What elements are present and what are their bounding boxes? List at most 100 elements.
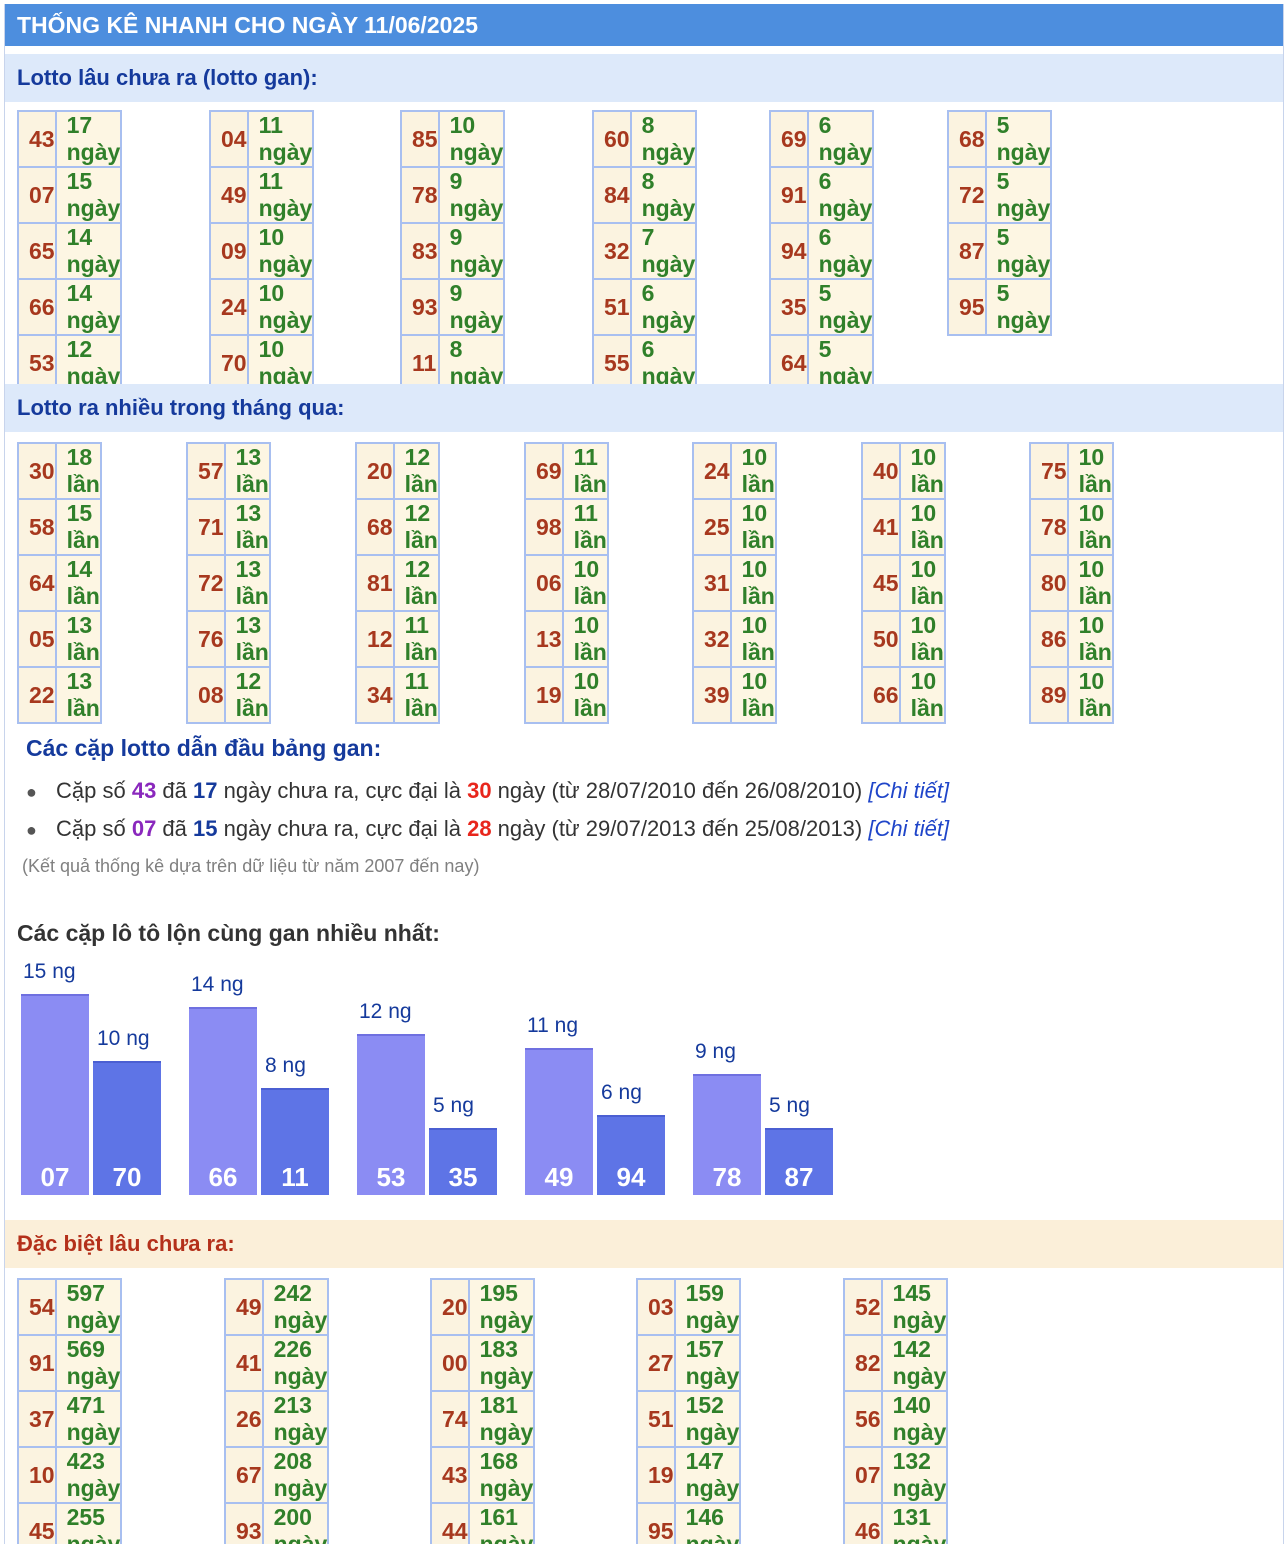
- table-row: 82 142 ngày: [843, 1334, 949, 1392]
- lotto-number: 12: [355, 610, 395, 668]
- bar-number-label: 35: [448, 1162, 478, 1192]
- stat-group: 57 13 lần 71 13 lần 72 13 lần 76 13 lần 08 12 lần: [186, 442, 271, 724]
- stat-group: 69 11 lần 98 11 lần 06 10 lần 13 10 lần 19 10 lần: [524, 442, 609, 724]
- table-row: 66 14 ngày: [17, 278, 123, 336]
- lotto-number: 00: [430, 1334, 470, 1392]
- table-row: 84 8 ngày: [592, 166, 698, 224]
- table-row: 93 9 ngày: [400, 278, 506, 336]
- lotto-count: 18 lần: [54, 442, 102, 500]
- lotto-count: 11 lần: [561, 498, 609, 556]
- lotto-count: 147 ngày: [673, 1446, 742, 1504]
- max-days: 28: [467, 816, 492, 841]
- lotto-count: 10 lần: [1066, 610, 1114, 668]
- table-row: 86 10 lần: [1029, 610, 1114, 668]
- table-row: 44 161 ngày: [430, 1502, 536, 1544]
- lead-text: ngày (từ 28/07/2010 đến 26/08/2010): [491, 778, 869, 803]
- bar-column: 53: [357, 1034, 425, 1195]
- stat-group: 85 10 ngày 78 9 ngày 83 9 ngày 93 9 ngày 11 8 ngà…: [400, 110, 506, 392]
- table-row: 52 145 ngày: [843, 1278, 949, 1336]
- lotto-count: 15 lần: [54, 498, 102, 556]
- pair-bar: 5 ng 35: [429, 1094, 497, 1195]
- lotto-count: 10 lần: [898, 442, 946, 500]
- lotto-number: 95: [636, 1502, 676, 1544]
- table-row: 81 12 lần: [355, 554, 440, 612]
- bar-days-label: 12 ng: [359, 1000, 412, 1023]
- lotto-number: 84: [592, 166, 632, 224]
- lotto-count: 146 ngày: [673, 1502, 742, 1544]
- lead-pair-item: ● Cặp số 43 đã 17 ngày chưa ra, cực đại l…: [26, 775, 949, 813]
- lotto-number: 05: [17, 610, 57, 668]
- table-row: 60 8 ngày: [592, 110, 698, 168]
- table-row: 51 6 ngày: [592, 278, 698, 336]
- pair-bar: 5 ng 87: [765, 1094, 833, 1195]
- lotto-count: 6 ngày: [806, 166, 875, 224]
- pair-bar: 8 ng 11: [261, 1054, 329, 1195]
- table-row: 32 7 ngày: [592, 222, 698, 280]
- table-row: 58 15 lần: [17, 498, 102, 556]
- lotto-number: 68: [355, 498, 395, 556]
- lotto-number: 53: [17, 334, 57, 392]
- lotto-number: 56: [843, 1390, 883, 1448]
- table-row: 53 12 ngày: [17, 334, 123, 392]
- table-row: 10 423 ngày: [17, 1446, 123, 1504]
- bar-days-label: 14 ng: [191, 973, 244, 996]
- bar-number-label: 70: [112, 1162, 142, 1192]
- bar-days-label: 6 ng: [601, 1081, 642, 1104]
- lotto-number: 69: [524, 442, 564, 500]
- pair-bar: 12 ng 53: [357, 1000, 425, 1195]
- lotto-number: 86: [1029, 610, 1069, 668]
- lotto-number: 54: [17, 1278, 57, 1336]
- table-row: 70 10 ngày: [209, 334, 315, 392]
- lotto-count: 11 ngày: [246, 110, 315, 168]
- lead-text: ngày chưa ra, cực đại là: [217, 778, 468, 803]
- lotto-number: 52: [843, 1278, 883, 1336]
- lotto-count: 5 ngày: [984, 278, 1053, 336]
- lotto-count: 13 lần: [54, 610, 102, 668]
- lotto-number: 11: [400, 334, 440, 392]
- bar-number-label: 66: [208, 1162, 238, 1192]
- lotto-number: 31: [692, 554, 732, 612]
- lotto-number: 39: [692, 666, 732, 724]
- pair-bar: 10 ng 70: [93, 1027, 161, 1195]
- table-row: 50 10 lần: [861, 610, 946, 668]
- table-row: 66 10 lần: [861, 666, 946, 724]
- lead-text: đã: [156, 778, 194, 803]
- pair-bar: 6 ng 94: [597, 1081, 665, 1195]
- lotto-count: 5 ngày: [984, 110, 1053, 168]
- stat-group: 20 12 lần 68 12 lần 81 12 lần 12 11 lần 34 11 lần: [355, 442, 440, 724]
- stat-group: 30 18 lần 58 15 lần 64 14 lần 05 13 lần 22 13 lần: [17, 442, 102, 724]
- detail-link[interactable]: [Chi tiết]: [868, 778, 950, 803]
- lotto-number: 81: [355, 554, 395, 612]
- lotto-count: 13 lần: [223, 442, 271, 500]
- table-row: 49 242 ngày: [224, 1278, 330, 1336]
- table-row: 13 10 lần: [524, 610, 609, 668]
- lotto-number: 51: [636, 1390, 676, 1448]
- stat-group: 54 597 ngày 91 569 ngày 37 471 ngày 10 423 ngày…: [17, 1278, 123, 1544]
- pair-number: 43: [131, 778, 157, 803]
- detail-link[interactable]: [Chi tiết]: [868, 816, 950, 841]
- lotto-count: 11 lần: [392, 666, 440, 724]
- bullet-icon: ●: [26, 820, 37, 840]
- lotto-count: 255 ngày: [54, 1502, 123, 1544]
- lotto-gan-heading: Lotto lâu chưa ra (lotto gan):: [5, 54, 1283, 102]
- lotto-number: 20: [430, 1278, 470, 1336]
- bar-days-label: 8 ng: [265, 1054, 306, 1077]
- lotto-number: 37: [17, 1390, 57, 1448]
- table-row: 30 18 lần: [17, 442, 102, 500]
- table-row: 89 10 lần: [1029, 666, 1114, 724]
- bar-number-label: 87: [784, 1162, 814, 1192]
- bar-days-label: 5 ng: [769, 1094, 810, 1117]
- table-row: 95 5 ngày: [947, 278, 1053, 336]
- lotto-number: 87: [947, 222, 987, 280]
- dac-biet-heading: Đặc biệt lâu chưa ra:: [5, 1220, 1283, 1268]
- lotto-number: 43: [430, 1446, 470, 1504]
- bar-column: 78: [693, 1074, 761, 1195]
- table-row: 69 6 ngày: [769, 110, 875, 168]
- lead-pairs-list: ● Cặp số 43 đã 17 ngày chưa ra, cực đại l…: [26, 775, 949, 851]
- lotto-number: 72: [186, 554, 226, 612]
- lotto-number: 67: [224, 1446, 264, 1504]
- lotto-number: 75: [1029, 442, 1069, 500]
- table-row: 76 13 lần: [186, 610, 271, 668]
- table-row: 20 12 lần: [355, 442, 440, 500]
- lotto-number: 78: [400, 166, 440, 224]
